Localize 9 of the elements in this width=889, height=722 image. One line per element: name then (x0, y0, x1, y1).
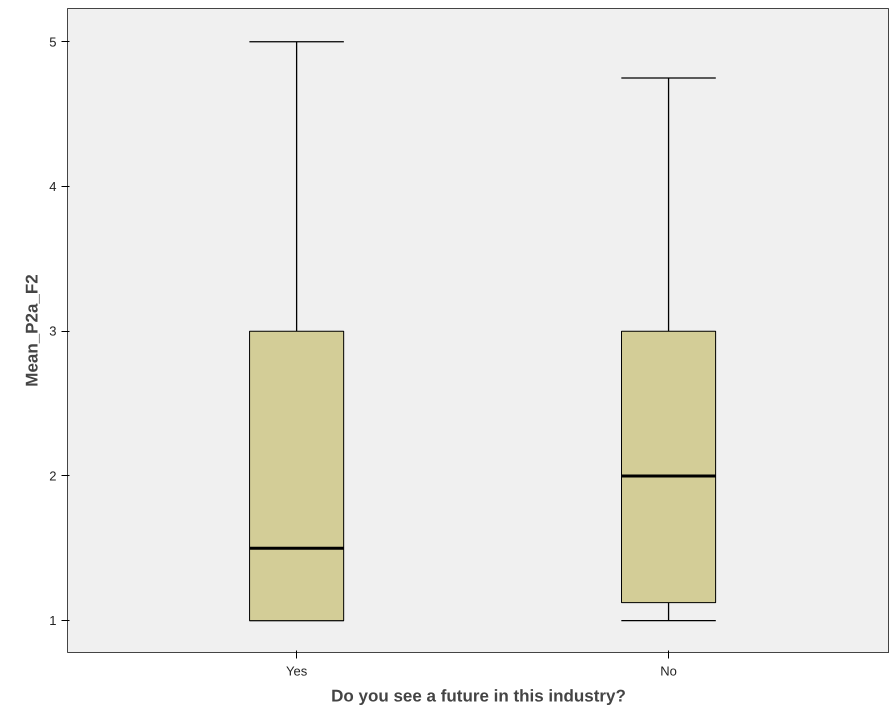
y-tick-label: 5 (49, 34, 57, 50)
y-tick-label: 4 (49, 179, 57, 194)
y-tick-label: 3 (49, 324, 57, 339)
x-tick-label: No (660, 664, 677, 678)
y-axis-title: Mean_P2a_F2 (22, 274, 42, 387)
x-axis-title: Do you see a future in this industry? (331, 686, 626, 706)
y-tick-label: 1 (49, 613, 57, 628)
y-tick-label: 2 (49, 468, 57, 484)
x-tick-label: Yes (286, 664, 308, 678)
